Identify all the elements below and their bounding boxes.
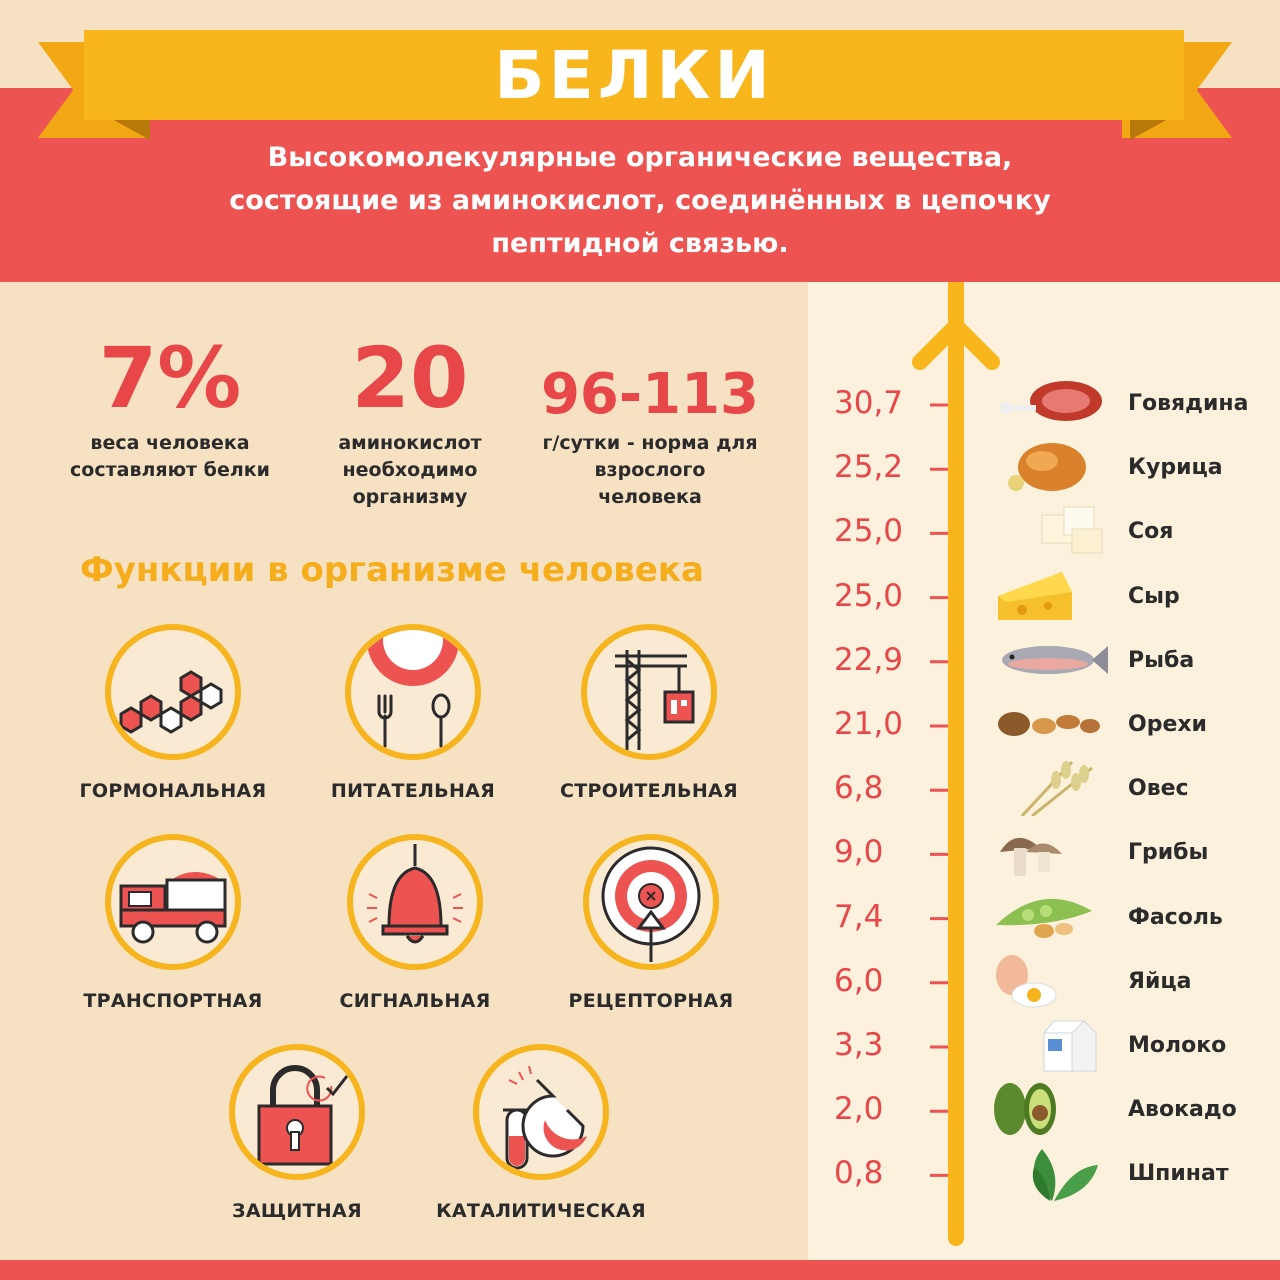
function-label: ЗАЩИТНАЯ [232, 1200, 362, 1222]
food-name: Шпинат [1128, 1161, 1229, 1187]
lock-icon [229, 1044, 365, 1180]
stat-amino-acids: 20 аминокислот необходимо организму [300, 332, 520, 511]
eggs-icon [992, 951, 1110, 1009]
flask-icon [473, 1044, 609, 1180]
target-icon [583, 834, 719, 970]
scale-value: 25,0 [834, 577, 904, 614]
scale-value: 25,2 [834, 449, 904, 486]
scale-value: 2,0 [834, 1091, 884, 1128]
food-name: Овес [1128, 776, 1189, 802]
bottom-bar [0, 1260, 1280, 1280]
scale-value: 21,0 [834, 706, 904, 742]
function-label: КАТАЛИТИЧЕСКАЯ [436, 1200, 646, 1222]
scale-value: 9,0 [834, 834, 884, 871]
scale-value: 6,0 [834, 962, 884, 999]
stat-daily-norm: 96-113 г/сутки - норма для взрослого чел… [530, 362, 770, 511]
plate-fork-spoon-icon [345, 624, 481, 760]
stat-value: 20 [351, 329, 469, 427]
food-name: Авокадо [1128, 1097, 1237, 1123]
function-receptor: РЕЦЕПТОРНАЯ [536, 834, 766, 1012]
definition-line: пептидной связью. [491, 228, 789, 259]
header-band [0, 88, 1280, 282]
mushrooms-icon [992, 822, 1110, 880]
food-name: Говядина [1128, 391, 1249, 416]
stat-body-share: 7% веса человека составляют белки [60, 332, 280, 484]
hexagons-icon [105, 624, 241, 760]
crane-icon [581, 624, 717, 760]
function-signal: СИГНАЛЬНАЯ [300, 834, 530, 1012]
function-label: ПИТАТЕЛЬНАЯ [330, 780, 496, 802]
definition-line: Высокомолекулярные органические вещества… [267, 142, 1013, 173]
function-transport: ТРАНСПОРТНАЯ [58, 834, 288, 1012]
stat-caption: г/сутки - норма для взрослого человека [542, 432, 758, 508]
scale-value: 3,3 [834, 1027, 884, 1063]
scale-value: 0,8 [834, 1155, 884, 1192]
food-name: Фасоль [1128, 904, 1223, 930]
definition: Высокомолекулярные органические вещества… [120, 136, 1160, 265]
oats-icon [992, 758, 1110, 818]
food-name: Соя [1128, 519, 1174, 545]
page-title: БЕЛКИ [494, 36, 774, 114]
stat-value: 7% [98, 329, 242, 427]
truck-icon [105, 834, 241, 970]
food-name: Грибы [1128, 840, 1209, 866]
function-label: ГОРМОНАЛЬНАЯ [79, 780, 267, 802]
beef-icon [992, 373, 1110, 431]
food-name: Рыба [1128, 647, 1195, 673]
spinach-icon [992, 1143, 1110, 1202]
chicken-icon [992, 437, 1110, 495]
function-label: РЕЦЕПТОРНАЯ [568, 990, 734, 1012]
stat-value: 96-113 [540, 362, 760, 427]
function-label: ТРАНСПОРТНАЯ [83, 990, 263, 1012]
food-name: Курица [1128, 455, 1223, 481]
function-protective: ЗАЩИТНАЯ [182, 1044, 412, 1222]
nuts-icon [992, 694, 1110, 752]
scale-value: 30,7 [834, 385, 904, 421]
milk-icon [992, 1015, 1110, 1073]
food-name: Молоко [1128, 1033, 1227, 1058]
function-label: СИГНАЛЬНАЯ [339, 990, 491, 1012]
function-hormonal: ГОРМОНАЛЬНАЯ [58, 624, 288, 802]
definition-line: состоящие из аминокислот, соединённых в … [229, 185, 1051, 216]
functions-title: Функции в организме человека [80, 550, 704, 590]
title-ribbon: БЕЛКИ [84, 30, 1184, 120]
tofu-icon [992, 501, 1110, 559]
bell-icon [347, 834, 483, 970]
food-name: Яйца [1128, 968, 1192, 994]
scale-bar [912, 282, 1000, 1246]
food-name: Сыр [1128, 583, 1180, 609]
scale-value: 7,4 [834, 898, 884, 935]
function-label: СТРОИТЕЛЬНАЯ [560, 780, 738, 802]
cheese-icon [992, 566, 1110, 624]
scale-value: 22,9 [834, 641, 904, 678]
food-name: Орехи [1128, 712, 1207, 737]
beans-icon [992, 887, 1110, 945]
scale-value: 25,0 [834, 513, 904, 550]
scale-value: 6,8 [834, 770, 884, 807]
fish-icon [992, 630, 1110, 688]
function-building: СТРОИТЕЛЬНАЯ [534, 624, 764, 802]
function-nutritional: ПИТАТЕЛЬНАЯ [298, 624, 528, 802]
stat-caption: веса человека составляют белки [70, 432, 270, 481]
arrow-up-icon [912, 318, 1000, 370]
function-catalytic: КАТАЛИТИЧЕСКАЯ [426, 1044, 656, 1222]
avocado-icon [992, 1079, 1110, 1137]
stat-caption: аминокислот необходимо организму [338, 432, 482, 508]
